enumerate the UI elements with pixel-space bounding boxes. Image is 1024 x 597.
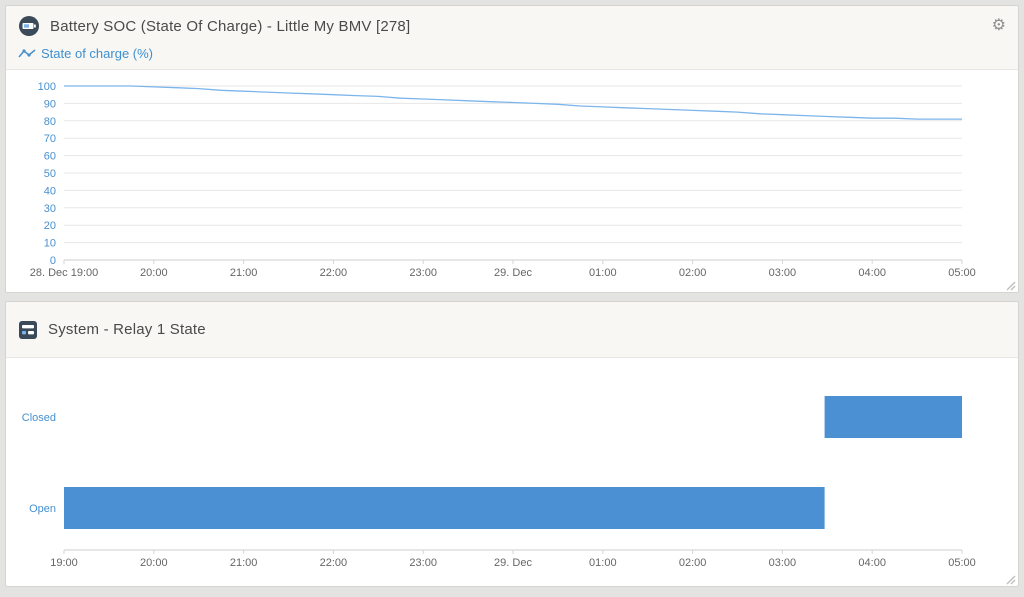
soc-line-chart[interactable]: 0 10 20 30 40 50 60 70 80 90 100 28. Dec 19:00 20:00… <box>6 70 1016 290</box>
svg-text:01:00: 01:00 <box>589 267 617 279</box>
svg-text:20: 20 <box>44 220 56 232</box>
battery-icon <box>18 15 40 37</box>
svg-text:20:00: 20:00 <box>140 267 168 279</box>
svg-text:Open: Open <box>29 503 56 515</box>
svg-text:0: 0 <box>50 255 56 267</box>
series-marker-icon <box>18 48 36 57</box>
chart-legend: State of charge (%) <box>6 46 1018 69</box>
relay-icon <box>18 320 38 340</box>
svg-text:40: 40 <box>44 185 56 197</box>
widget-title: System - Relay 1 State <box>48 321 206 338</box>
svg-text:29. Dec: 29. Dec <box>494 267 532 279</box>
legend-item-soc[interactable]: State of charge (%) <box>18 46 153 61</box>
svg-text:Closed: Closed <box>22 412 56 424</box>
widget-title-row: System - Relay 1 State <box>6 302 1018 357</box>
resize-handle-icon[interactable] <box>1004 572 1016 585</box>
svg-text:30: 30 <box>44 203 56 215</box>
widget-header: System - Relay 1 State <box>6 302 1018 358</box>
battery-soc-widget: Battery SOC (State Of Charge) - Little M… <box>5 5 1019 293</box>
svg-text:02:00: 02:00 <box>679 557 707 569</box>
svg-text:20:00: 20:00 <box>140 557 168 569</box>
widget-title: Battery SOC (State Of Charge) - Little M… <box>50 17 411 35</box>
svg-text:01:00: 01:00 <box>589 557 617 569</box>
svg-text:23:00: 23:00 <box>409 267 437 279</box>
svg-text:04:00: 04:00 <box>858 557 886 569</box>
settings-gear-icon[interactable]: ⚙ <box>991 17 1006 34</box>
svg-text:80: 80 <box>44 116 56 128</box>
svg-text:100: 100 <box>38 81 56 93</box>
svg-text:60: 60 <box>44 151 56 163</box>
widget-header: Battery SOC (State Of Charge) - Little M… <box>6 6 1018 70</box>
svg-text:02:00: 02:00 <box>679 267 707 279</box>
svg-text:70: 70 <box>44 133 56 145</box>
svg-text:03:00: 03:00 <box>769 267 797 279</box>
svg-text:04:00: 04:00 <box>858 267 886 279</box>
svg-text:23:00: 23:00 <box>409 557 437 569</box>
svg-text:03:00: 03:00 <box>769 557 797 569</box>
svg-text:28. Dec 19:00: 28. Dec 19:00 <box>30 267 99 279</box>
svg-text:21:00: 21:00 <box>230 267 258 279</box>
widget-title-row: Battery SOC (State Of Charge) - Little M… <box>6 6 1018 46</box>
svg-text:19:00: 19:00 <box>50 557 78 569</box>
svg-text:05:00: 05:00 <box>948 267 976 279</box>
svg-text:22:00: 22:00 <box>320 557 348 569</box>
relay-state-widget: System - Relay 1 State Closed Open 19:00 20… <box>5 301 1019 587</box>
svg-text:90: 90 <box>44 98 56 110</box>
svg-text:29. Dec: 29. Dec <box>494 557 532 569</box>
svg-text:21:00: 21:00 <box>230 557 258 569</box>
legend-label: State of charge (%) <box>41 46 153 61</box>
svg-text:05:00: 05:00 <box>948 557 976 569</box>
svg-text:10: 10 <box>44 238 56 250</box>
svg-text:22:00: 22:00 <box>320 267 348 279</box>
relay-timeline-chart[interactable]: Closed Open 19:00 20:00 21:00 22:00 23:00 29. D… <box>6 358 1016 586</box>
resize-handle-icon[interactable] <box>1004 278 1016 291</box>
svg-text:50: 50 <box>44 168 56 180</box>
